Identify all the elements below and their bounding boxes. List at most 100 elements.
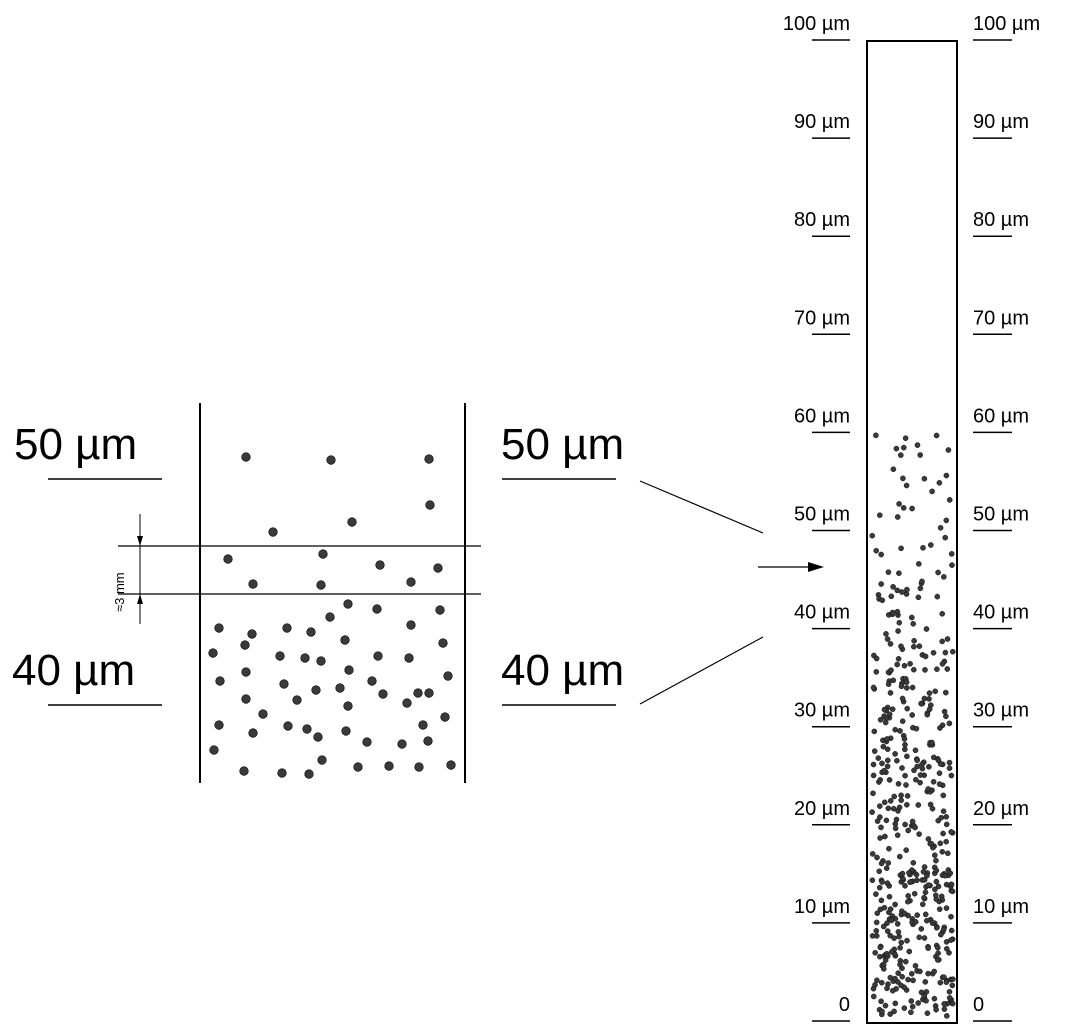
particle — [910, 621, 917, 627]
enlarged-section: ≈3 mm 50 µm 40 µm 50 µm 40 µm — [12, 403, 624, 783]
particle — [326, 455, 336, 465]
particle — [873, 928, 880, 934]
particle — [889, 609, 896, 616]
particle — [916, 561, 922, 567]
particle — [902, 741, 908, 748]
dimension-arrow-icon — [137, 514, 143, 624]
particle — [930, 779, 937, 785]
particle — [907, 661, 913, 667]
particle — [922, 667, 928, 673]
particle — [909, 971, 915, 977]
particle — [302, 724, 312, 734]
particle — [919, 578, 925, 585]
particle — [912, 747, 919, 754]
particle — [890, 677, 897, 684]
particle — [879, 760, 885, 767]
particle — [874, 977, 880, 984]
particle — [887, 974, 894, 981]
particle — [896, 570, 902, 577]
particle — [939, 849, 946, 855]
particle — [888, 917, 895, 924]
particle — [214, 623, 224, 633]
particle — [443, 671, 453, 681]
particle — [869, 809, 875, 815]
particle — [899, 718, 906, 725]
particle — [914, 442, 921, 448]
scale-left-label: 60 µm — [794, 405, 850, 427]
particle — [880, 743, 887, 750]
particle — [911, 638, 917, 644]
particle — [904, 586, 910, 593]
particle — [938, 931, 944, 938]
particle — [347, 517, 357, 527]
particle — [898, 545, 904, 552]
particle — [870, 772, 877, 779]
particle — [887, 798, 894, 804]
particle — [884, 746, 891, 753]
particle — [918, 989, 925, 996]
particle — [916, 831, 922, 837]
scale-right-label: 80 µm — [973, 209, 1029, 231]
scale-right: 0 10 µm 20 µm 30 µm 40 µm 50 µm 60 µm 70 µm 80 µ… — [973, 13, 1040, 1022]
particle — [894, 608, 901, 615]
particle — [918, 700, 924, 707]
particle — [367, 676, 377, 686]
particle — [922, 979, 929, 985]
particle — [935, 883, 942, 890]
particle — [869, 532, 876, 539]
particle — [904, 802, 910, 808]
scale-right-label: 40 µm — [973, 602, 1029, 624]
particle — [912, 963, 919, 969]
particle — [934, 593, 941, 600]
particle — [899, 870, 906, 877]
particle — [916, 934, 923, 941]
particle — [876, 884, 883, 891]
particle — [934, 666, 940, 673]
particle — [906, 870, 912, 876]
particle — [922, 889, 929, 896]
particle — [413, 688, 423, 698]
particle — [883, 817, 890, 824]
particle — [943, 713, 949, 720]
particle — [881, 799, 888, 806]
particle — [913, 776, 919, 783]
particle — [890, 987, 896, 994]
particle — [911, 643, 917, 650]
scale-left-label: 20 µm — [794, 798, 850, 820]
particle — [894, 661, 901, 668]
particle — [890, 466, 897, 473]
particle — [910, 860, 917, 866]
particle — [913, 725, 920, 732]
particle — [933, 432, 940, 439]
particle — [940, 808, 947, 815]
particle — [902, 772, 908, 779]
particle — [905, 827, 912, 834]
particle — [926, 696, 932, 702]
particle — [414, 762, 424, 772]
particle — [876, 868, 883, 875]
particle — [922, 911, 929, 918]
particle — [902, 435, 909, 442]
particle — [940, 830, 946, 837]
particle — [446, 760, 456, 770]
particle — [892, 825, 899, 832]
particle — [899, 973, 906, 980]
particle — [881, 904, 888, 911]
particle — [921, 864, 928, 870]
particle — [300, 653, 310, 663]
particle — [343, 599, 353, 609]
particle — [878, 824, 884, 831]
particle — [895, 656, 902, 662]
scale-right-label: 30 µm — [973, 700, 1029, 722]
particle — [870, 684, 877, 691]
particle — [920, 901, 926, 908]
particle — [929, 805, 936, 812]
particle — [306, 627, 316, 637]
particle — [921, 894, 927, 901]
particle — [905, 976, 911, 983]
particle — [901, 1005, 908, 1011]
particle — [372, 604, 382, 614]
particle — [901, 736, 908, 742]
particle — [934, 957, 941, 963]
